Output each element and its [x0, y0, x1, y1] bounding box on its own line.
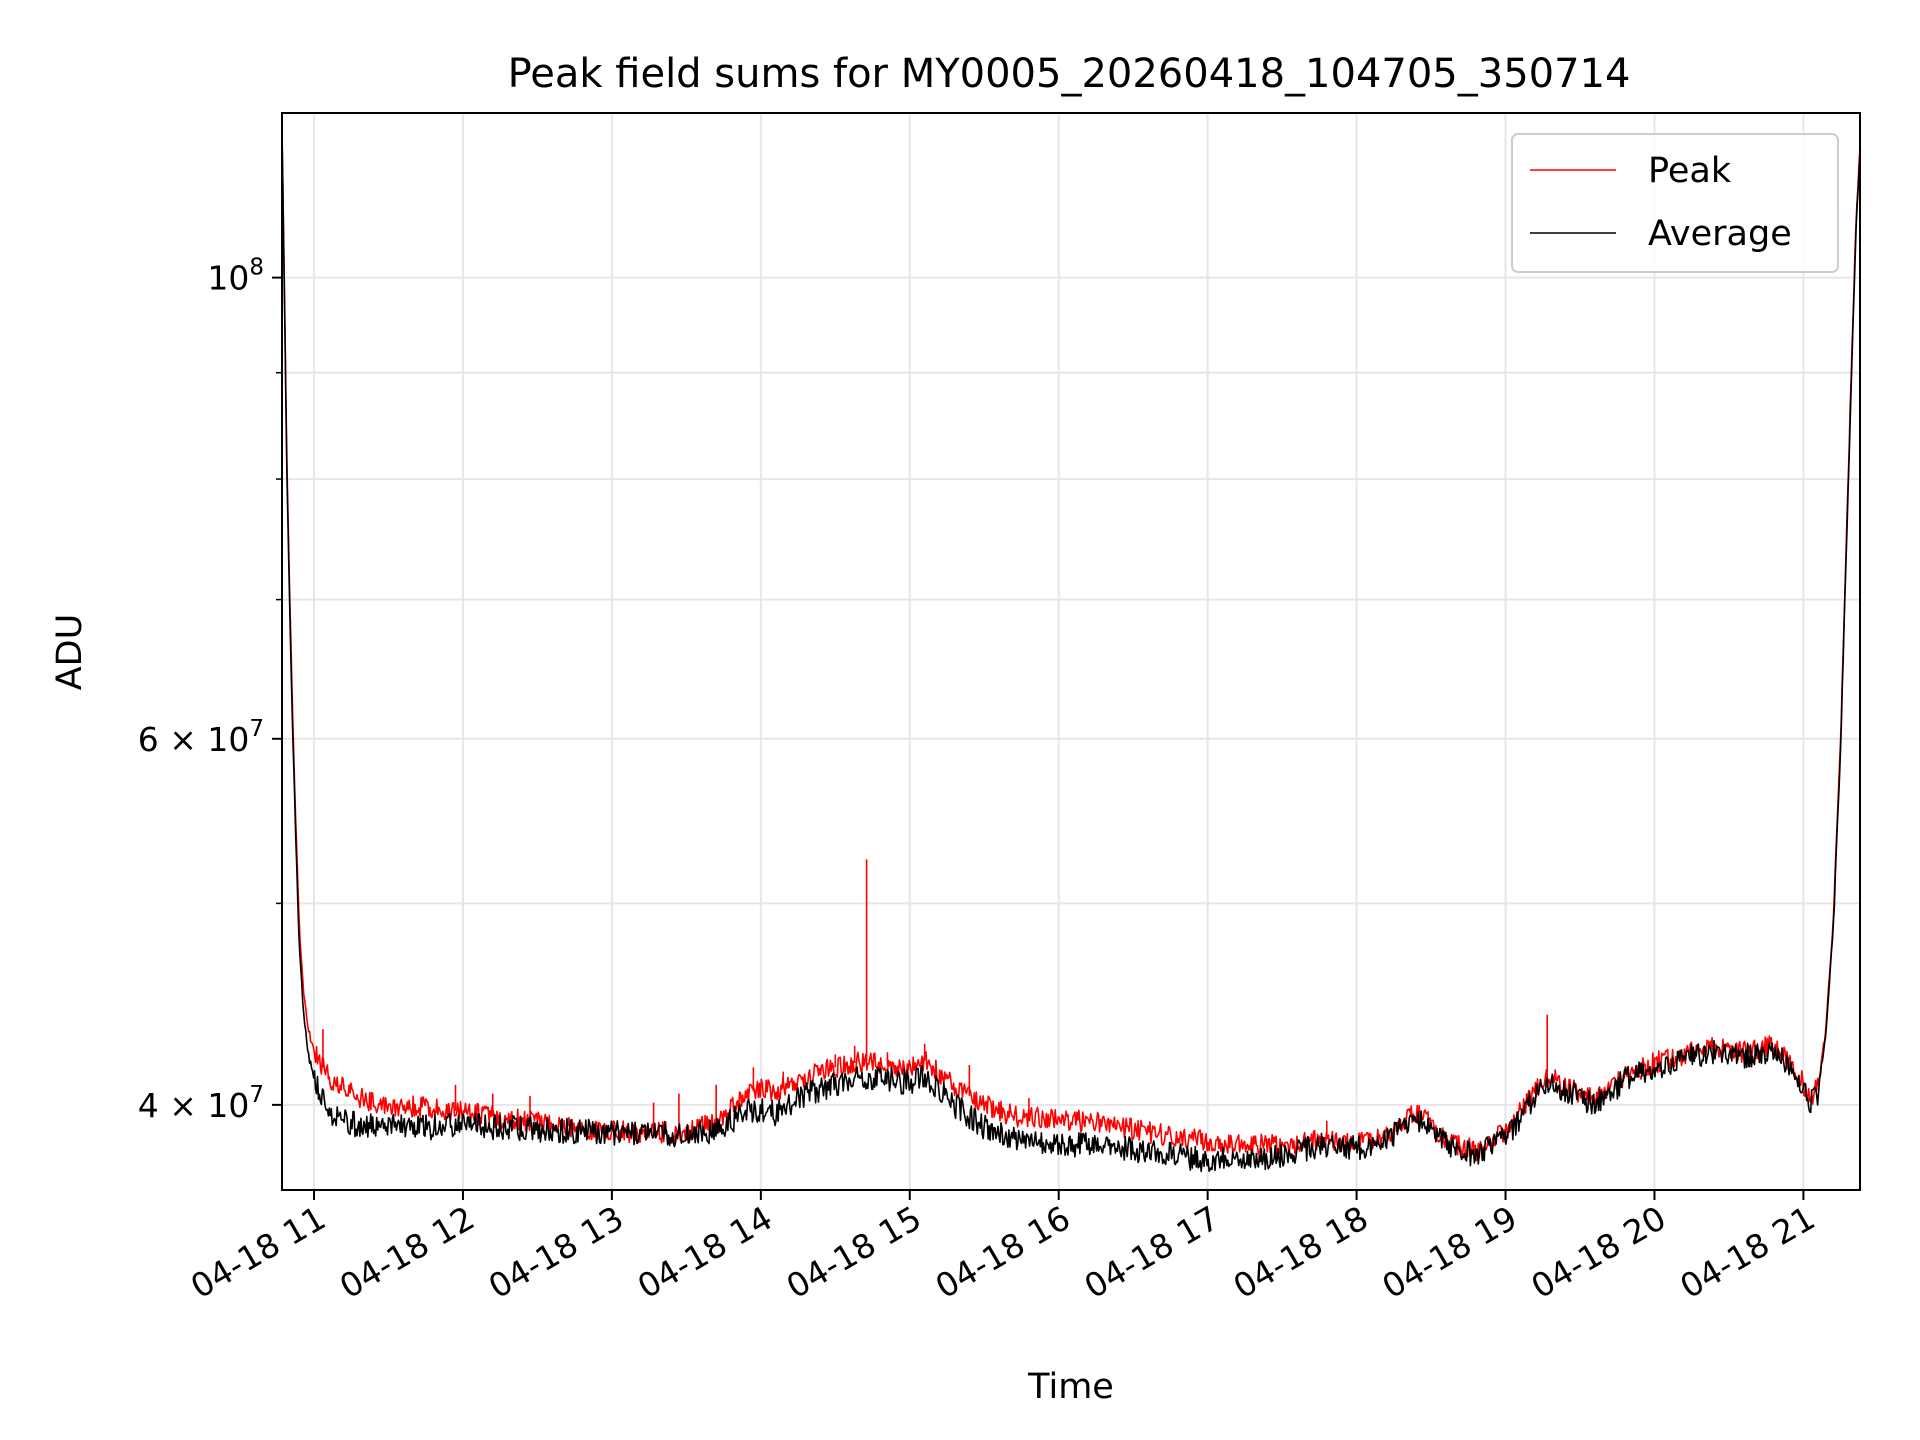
series-line-peak [282, 131, 1860, 1162]
x-axis-label: Time [1027, 1367, 1114, 1407]
legend-box [1511, 133, 1839, 273]
y-axis-label: ADU [50, 614, 90, 691]
y-axis-ticks: 4 × 107 6 × 107 108 [138, 255, 282, 1125]
plot-area: 04-18 11 04-18 12 04-18 13 04-18 14 04-18 15… [138, 112, 1861, 1306]
series-layer [282, 131, 1860, 1173]
plot-frame [281, 112, 1861, 1191]
y-tick-label-0: 4 × 107 [138, 1082, 264, 1125]
legend-label-average: Average [1648, 214, 1792, 254]
series-line-average [282, 131, 1860, 1173]
y-tick-label-1: 6 × 107 [138, 716, 264, 759]
series-average [282, 131, 1860, 1173]
grid [282, 113, 1860, 1190]
legend-label-peak: Peak [1648, 151, 1732, 191]
series-peak [282, 131, 1860, 1162]
plot-background [282, 113, 1860, 1190]
chart-title: Peak field sums for MY0005_20260418_1047… [508, 51, 1631, 97]
y-tick-label-2: 108 [207, 255, 264, 298]
legend: Peak Average [1511, 133, 1839, 273]
